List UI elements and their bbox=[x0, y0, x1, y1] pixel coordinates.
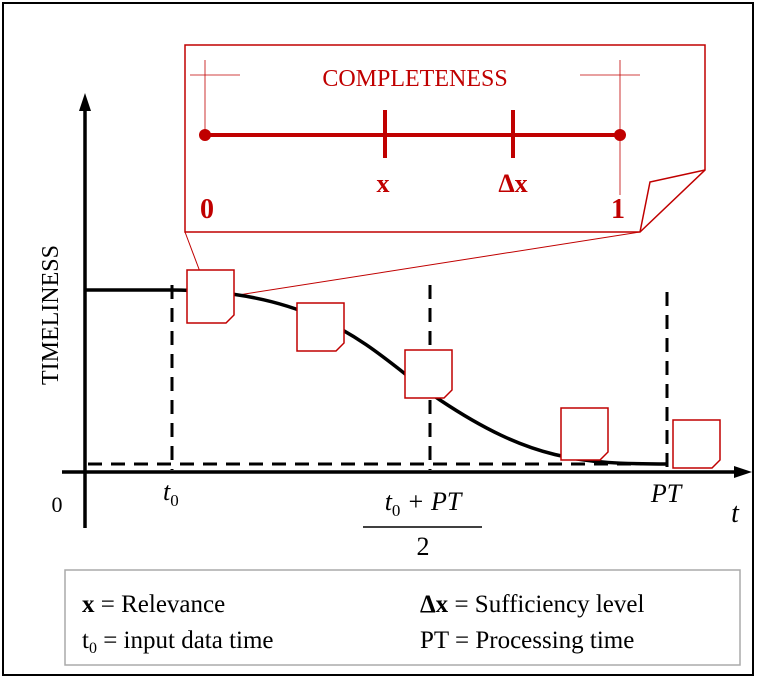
legend-box bbox=[64, 569, 741, 666]
crosshairs bbox=[190, 60, 640, 195]
scale-end bbox=[614, 129, 626, 141]
arrow bbox=[734, 466, 752, 478]
page-fold bbox=[639, 169, 706, 233]
scale-end bbox=[199, 129, 211, 141]
pt-label: PT bbox=[650, 479, 683, 508]
legend-item: PT = Processing time bbox=[420, 627, 634, 654]
midpoint-denominator: 2 bbox=[417, 532, 430, 561]
scale-end-label: 1 bbox=[611, 194, 625, 225]
callout-box bbox=[184, 44, 706, 233]
legend-item: Δx = Sufficiency level bbox=[420, 591, 644, 618]
mark-label: Δx bbox=[498, 169, 527, 198]
documents bbox=[186, 269, 721, 469]
origin: 0 bbox=[52, 492, 63, 517]
x-axis-label: t bbox=[731, 498, 740, 529]
scale-start: 0 bbox=[200, 194, 214, 225]
legend-item: t0 = input data time bbox=[82, 627, 274, 657]
midpoint-numerator: t0 + PT bbox=[385, 487, 463, 520]
legend-item: x = Relevance bbox=[82, 591, 225, 618]
callout-title: COMPLETENESS bbox=[322, 66, 507, 92]
y-axis-label: TIMELINESS bbox=[38, 245, 64, 385]
t0-label: t0 bbox=[163, 477, 179, 510]
callout-line bbox=[231, 231, 641, 297]
mark-label: x bbox=[377, 169, 390, 198]
arrow bbox=[79, 93, 91, 111]
